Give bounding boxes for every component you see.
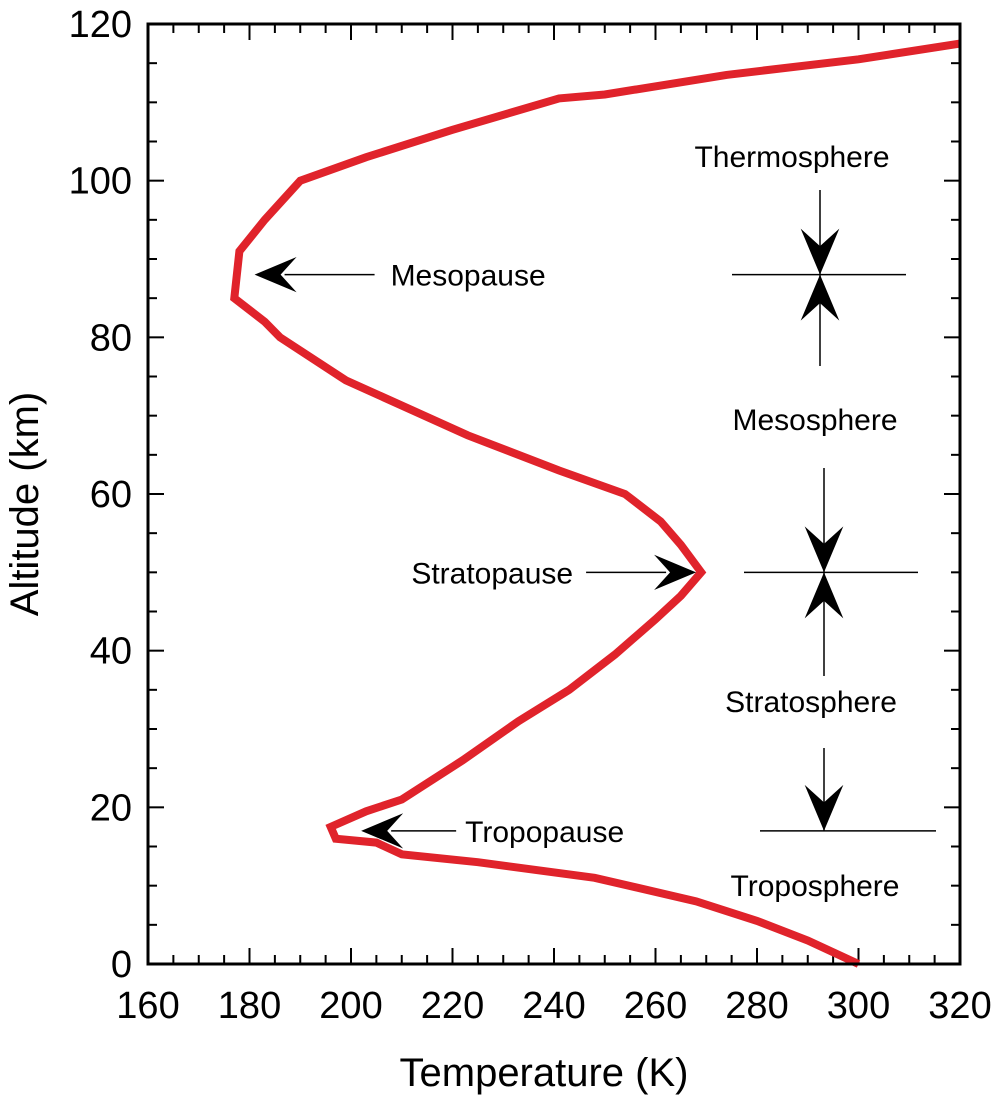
x-tick-label: 280 (725, 985, 788, 1027)
y-axis-title: Altitude (km) (3, 392, 47, 617)
x-tick-label: 200 (319, 985, 382, 1027)
y-tick-label: 0 (111, 944, 132, 986)
mesopause-arrowhead (254, 257, 297, 293)
stratopause-label: Stratopause (411, 557, 573, 590)
y-tick-label: 80 (90, 317, 132, 359)
thermosphere-label: Thermosphere (694, 141, 889, 174)
x-tick-label: 300 (827, 985, 890, 1027)
mesopause-annotation: Mesopause (254, 257, 546, 293)
stratosphere-label: Stratosphere (725, 686, 897, 719)
plot-frame (146, 22, 962, 966)
layer-boundary-markers (732, 190, 936, 832)
mesosphere-label: Mesosphere (732, 404, 897, 437)
x-tick-label: 320 (928, 985, 991, 1027)
y-tick-label: 60 (90, 474, 132, 516)
y-tick-label: 100 (69, 161, 132, 203)
troposphere-label: Troposphere (731, 870, 900, 903)
tropopause-label: Tropopause (465, 816, 624, 849)
tick-labels: 160 180 200 220 240 260 280 300 320 0 20 40 60 80 100 1… (69, 4, 992, 1027)
y-tick-label: 20 (90, 787, 132, 829)
mesopause-label: Mesopause (391, 260, 546, 293)
y-tick-label: 40 (90, 631, 132, 673)
boundary-arrowhead-up (800, 274, 840, 321)
stratopause-annotation: Stratopause (411, 554, 697, 590)
x-axis-title: Temperature (K) (400, 1051, 689, 1095)
boundary-arrowhead-down (804, 526, 844, 573)
tropopause-arrowhead (361, 813, 404, 849)
x-tick-label: 180 (218, 985, 281, 1027)
stratopause-arrowhead (654, 554, 697, 590)
x-tick-label: 260 (624, 985, 687, 1027)
temperature-profile-line (230, 39, 960, 968)
x-tick-label: 160 (116, 985, 179, 1027)
boundary-arrowhead-down (804, 784, 844, 831)
x-tick-label: 240 (522, 985, 585, 1027)
boundary-arrowhead-up (804, 572, 844, 619)
boundary-arrowhead-down (800, 228, 840, 275)
x-tick-label: 220 (421, 985, 484, 1027)
tropopause-annotation: Tropopause (361, 813, 624, 849)
y-tick-label: 120 (69, 4, 132, 46)
